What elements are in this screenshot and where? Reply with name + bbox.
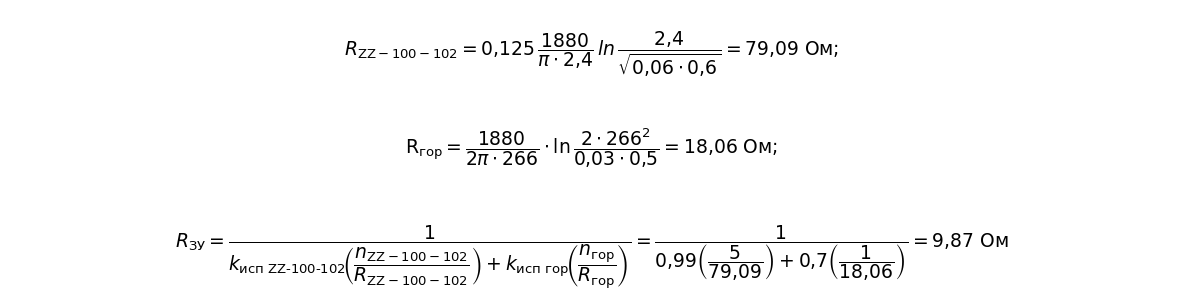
Text: $\mathrm{R_{\text{гор}}} = \dfrac{1880}{2\pi\cdot 266}\cdot\ln\dfrac{2\cdot 266^: $\mathrm{R_{\text{гор}}} = \dfrac{1880}{… bbox=[405, 127, 778, 170]
Text: $R_{\text{ЗУ}} = \dfrac{1}{k_{\text{исп ZZ-100-102}}\!\left(\dfrac{n_{\mathrm{ZZ: $R_{\text{ЗУ}} = \dfrac{1}{k_{\text{исп … bbox=[175, 224, 1008, 291]
Text: $R_{\mathrm{ZZ-100-102}} = 0{,}125\,\dfrac{1880}{\pi\cdot 2{,}4}\,ln\,\dfrac{2{,: $R_{\mathrm{ZZ-100-102}} = 0{,}125\,\dfr… bbox=[344, 30, 839, 79]
